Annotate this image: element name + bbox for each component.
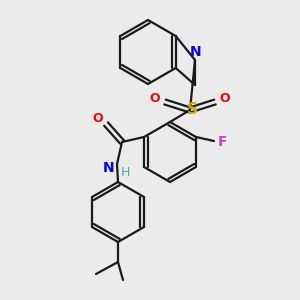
Text: S: S: [187, 103, 197, 118]
Text: N: N: [103, 161, 115, 175]
Text: O: O: [150, 92, 160, 106]
Text: O: O: [220, 92, 230, 106]
Text: H: H: [120, 166, 130, 178]
Text: F: F: [218, 135, 228, 149]
Text: O: O: [93, 112, 103, 125]
Text: N: N: [190, 45, 202, 59]
